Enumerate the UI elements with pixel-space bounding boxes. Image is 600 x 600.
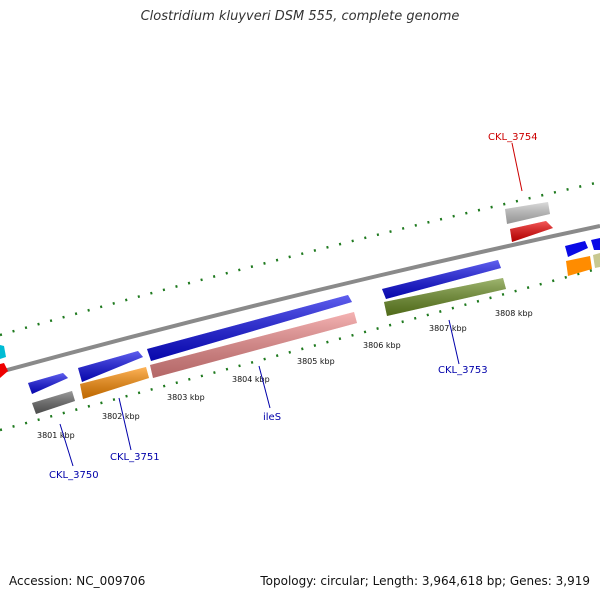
tick-label-3803: 3803 kbp <box>167 393 205 402</box>
gene-shading <box>28 202 553 414</box>
outer-tick-track <box>0 180 600 337</box>
tick-label-3808: 3808 kbp <box>495 309 533 318</box>
gene-orange-2[interactable] <box>566 256 592 276</box>
leader-line-ckl3750 <box>59 423 74 467</box>
gene-label-ckl3751[interactable]: CKL_3751 <box>110 452 160 463</box>
tick-label-3807: 3807 kbp <box>429 324 467 333</box>
gene-blue-6[interactable] <box>591 238 600 250</box>
gene-label-iles[interactable]: ileS <box>263 412 281 423</box>
tick-label-3802: 3802 kbp <box>102 412 140 421</box>
tick-label-3806: 3806 kbp <box>363 341 401 350</box>
gene-khaki[interactable] <box>593 253 600 268</box>
leader-line-ckl3754 <box>511 142 523 192</box>
gene-label-ckl3750[interactable]: CKL_3750 <box>49 470 99 481</box>
tick-label-3805: 3805 kbp <box>297 357 335 366</box>
gene-blue-5[interactable] <box>565 241 588 257</box>
leader-line-iles <box>258 365 271 409</box>
map-title: Clostridium kluyveri DSM 555, complete g… <box>140 9 460 24</box>
gene-label-ckl3754[interactable]: CKL_3754 <box>488 132 538 143</box>
gene-cyan-partial[interactable] <box>0 345 6 359</box>
inner-tick-track <box>0 266 600 432</box>
accession-text: Accession: NC_009706 <box>9 574 146 588</box>
tick-label-3801: 3801 kbp <box>37 431 75 440</box>
leader-line-ckl3751 <box>118 397 132 451</box>
gene-label-ckl3753[interactable]: CKL_3753 <box>438 365 488 376</box>
tick-label-3804: 3804 kbp <box>232 375 270 384</box>
genome-backbone <box>0 224 600 374</box>
genome-summary-text: Topology: circular; Length: 3,964,618 bp… <box>260 574 590 588</box>
gene-red-partial[interactable] <box>0 363 8 378</box>
leader-line-ckl3753 <box>448 319 460 365</box>
